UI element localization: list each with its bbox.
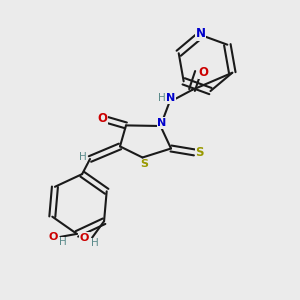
Text: S: S [196, 146, 204, 159]
Text: H: H [91, 238, 98, 248]
Text: O: O [198, 65, 208, 79]
Text: O: O [97, 112, 107, 125]
Text: N: N [196, 27, 206, 40]
Text: H: H [59, 237, 67, 247]
Text: H: H [79, 152, 86, 163]
Text: S: S [140, 159, 148, 169]
Text: N: N [158, 118, 166, 128]
Text: O: O [48, 232, 57, 242]
Text: N: N [167, 93, 176, 103]
Text: H: H [158, 93, 166, 103]
Text: O: O [80, 233, 89, 243]
